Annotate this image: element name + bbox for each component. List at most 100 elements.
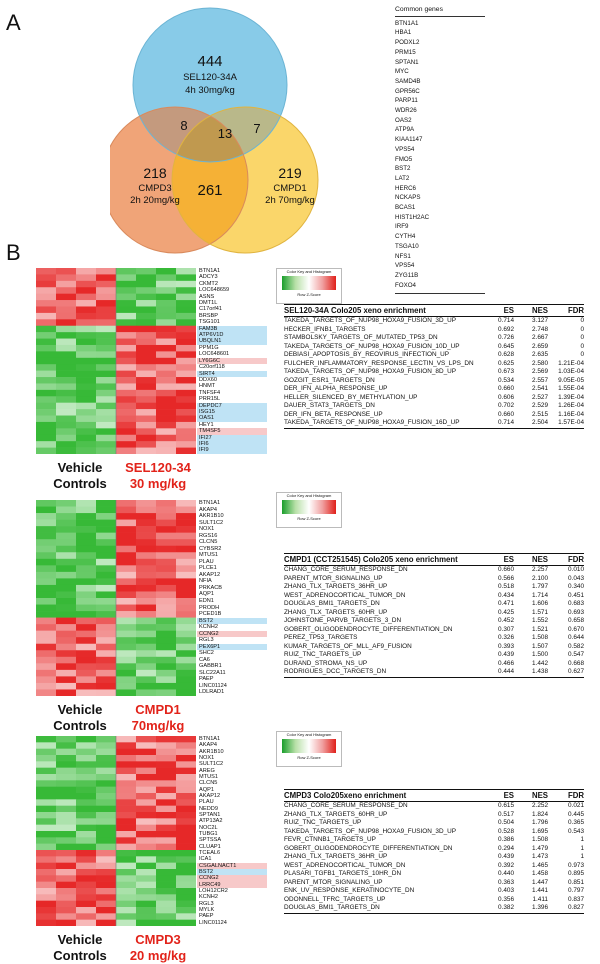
color-key-gradient — [282, 500, 336, 514]
heatmap-cell — [96, 669, 117, 677]
heatmap-cell — [36, 552, 57, 560]
heatmap-cell — [76, 293, 97, 301]
color-key-title: Color Key and Histogram — [286, 493, 332, 498]
heatmap-cell — [56, 736, 77, 743]
gene-label: LINC01124 — [199, 919, 227, 926]
heatmap-cell — [116, 774, 137, 781]
enrichment-row: ENK_UV_RESPONSE_KERATINOCYTE_DN 0.403 1.44… — [284, 887, 584, 896]
heatmap-cell — [116, 831, 137, 838]
heatmap-cell — [36, 780, 57, 787]
gene-label: AQP1 — [199, 591, 214, 598]
enrichment-row: DOUGLAS_BMI1_TARGETS_DN 0.471 1.606 0.683 — [284, 600, 584, 609]
heatmap-cell — [136, 344, 157, 352]
heatmap-cell — [96, 919, 117, 926]
heatmap-cell — [36, 441, 57, 448]
enrichment-row: CHANG_CORE_SERUM_RESPONSE_DN 0.615 2.252 0.… — [284, 802, 584, 811]
heatmap-cell — [36, 682, 57, 690]
heatmap-cell — [96, 682, 117, 690]
heatmap-cell — [116, 513, 137, 520]
enrichment-row: HECKER_IFNB1_TARGETS 0.692 2.748 0 — [284, 326, 584, 335]
heatmap-cell — [36, 312, 57, 320]
venn-cmpd3-name: CMPD3 — [138, 183, 171, 194]
enrichment-cell: TAKEDA_TARGETS_OF_NUP98_HOXA9_FUSION_8D_… — [284, 368, 457, 375]
heatmap-cell — [36, 287, 57, 294]
enrichment-cell: 1.458 — [532, 870, 548, 877]
enrichment-cell: 0.702 — [498, 402, 514, 409]
heatmap-cell — [156, 364, 177, 371]
common-gene-item: OAS2 — [395, 116, 412, 124]
enrichment-cell: 1 — [580, 836, 584, 843]
enrichment-cell: 0.566 — [498, 574, 514, 582]
heatmap-cell — [116, 558, 137, 566]
heatmap-cell — [96, 441, 117, 448]
heatmap-cell — [136, 637, 157, 645]
treatment-label: SEL120-34 30 mg/kg — [125, 460, 191, 491]
heatmap-cell — [76, 344, 97, 352]
enrichment-cell: 1.473 — [532, 853, 548, 860]
heatmap-cell — [116, 280, 137, 288]
enrichment-cell: WEST_ADRENOCORTICAL_TUMOR_DN — [284, 861, 406, 869]
heatmap-cell — [36, 532, 57, 540]
heatmap-cell — [36, 869, 57, 876]
enrichment-cell: 2.504 — [532, 419, 548, 426]
heatmap-cell — [36, 907, 57, 914]
heatmap-cell — [56, 786, 77, 794]
heatmap-cell — [176, 319, 196, 327]
enrichment-cell: 0.326 — [498, 634, 514, 641]
heatmap-cell — [36, 812, 57, 819]
heatmap-cell — [136, 519, 157, 527]
heatmap-cell — [116, 761, 137, 768]
gene-label: C17orf41 — [199, 306, 223, 313]
heatmap-cell — [36, 900, 57, 908]
enrichment-header-cell: SEL120-34A Colo205 xeno enrichment — [284, 306, 426, 315]
enrichment-cell: DER_IFN_ALPHA_RESPONSE_UP — [284, 385, 388, 392]
enrichment-cell: 0.660 — [498, 566, 514, 573]
heatmap-cell — [116, 306, 137, 314]
gene-label: SPTSSA — [199, 837, 222, 844]
heatmap-cell — [116, 850, 137, 857]
enrichment-cell: 0.692 — [498, 325, 514, 333]
heatmap-cell — [156, 843, 177, 851]
heatmap-cell — [36, 604, 57, 612]
heatmap-cell — [76, 637, 97, 645]
heatmap-cell — [56, 312, 77, 320]
gene-label: BTN1A1 — [199, 736, 221, 742]
enrichment-row: TAKEDA_TARGETS_OF_NUP98_HOXA9_FUSION_3D_… — [284, 317, 584, 326]
gene-label: ISG15 — [197, 408, 267, 416]
heatmap-cell — [136, 805, 157, 813]
heatmap-cell — [56, 532, 77, 540]
heatmap-cell — [96, 774, 117, 781]
heatmap-cell — [156, 637, 177, 645]
enrichment-cell: 0.445 — [568, 810, 584, 818]
heatmap-cell — [56, 598, 77, 605]
heatmap-cell — [76, 919, 97, 926]
heatmap-cell — [156, 357, 177, 365]
heatmap-cell — [76, 856, 97, 863]
heatmap-cell — [36, 351, 57, 359]
heatmap-cell — [136, 552, 157, 560]
heatmap-cell — [116, 843, 137, 851]
heatmap-cell — [56, 319, 77, 327]
enrichment-cell: 1.442 — [532, 659, 548, 667]
heatmap-cell — [76, 565, 97, 573]
heatmap-cell — [176, 630, 196, 638]
gene-label: AREG — [199, 767, 215, 774]
enrichment-cell: 0 — [580, 325, 584, 333]
heatmap-cell — [136, 280, 157, 288]
heatmap-cell — [176, 643, 196, 651]
enrichment-cell: GOZGIT_ESR1_TARGETS_DN — [284, 376, 375, 384]
heatmap-cell — [156, 624, 177, 631]
gene-label: TM4SF5 — [197, 428, 267, 435]
enrichment-row: JOHNSTONE_PARVB_TARGETS_3_DN 0.452 1.552 0.… — [284, 617, 584, 626]
heatmap-cell — [176, 736, 196, 743]
heatmap-cell — [176, 818, 196, 825]
heatmap-cell — [76, 837, 97, 844]
heatmap-cell — [36, 377, 57, 384]
enrichment-cell: 0.403 — [498, 887, 514, 894]
heatmap-cell — [96, 900, 117, 908]
heatmap-cell — [56, 428, 77, 436]
heatmap-cell — [116, 637, 137, 645]
gene-label: AKAP12 — [199, 792, 221, 799]
heatmap-cell — [96, 357, 117, 365]
common-gene-item: IRF9 — [395, 223, 409, 231]
